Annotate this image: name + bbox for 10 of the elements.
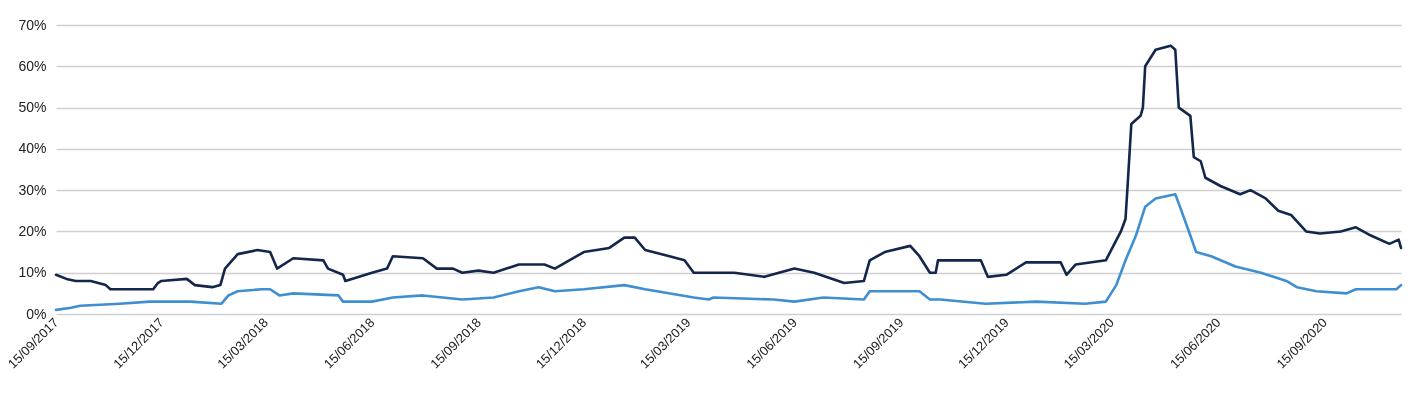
y-tick-label: 40% <box>18 140 47 157</box>
line-series <box>54 44 1403 291</box>
y-tick-label: 50% <box>18 99 47 116</box>
y-tick-label: 70% <box>18 16 47 33</box>
y-tick-label: 0% <box>26 305 47 322</box>
y-tick-label: 60% <box>18 57 47 74</box>
y-tick-label: 20% <box>18 222 47 239</box>
y-tick-label: 10% <box>18 264 47 281</box>
line-series <box>54 192 1403 312</box>
y-tick-label: 30% <box>18 181 47 198</box>
